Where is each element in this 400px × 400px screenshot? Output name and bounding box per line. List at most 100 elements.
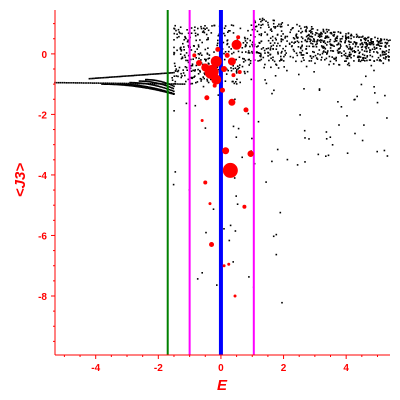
- small-data-point: [204, 28, 206, 30]
- small-data-point: [284, 54, 286, 56]
- small-data-point: [363, 54, 366, 57]
- small-data-point: [184, 36, 187, 39]
- small-data-point: [97, 82, 99, 84]
- small-data-point: [255, 25, 257, 28]
- small-data-point: [323, 40, 326, 42]
- small-data-point: [310, 35, 312, 38]
- small-data-point: [382, 54, 384, 56]
- small-data-point: [233, 82, 236, 85]
- small-data-point: [225, 73, 228, 75]
- small-data-point: [380, 38, 383, 41]
- small-data-point: [206, 38, 208, 41]
- small-data-point: [258, 52, 261, 54]
- small-data-point: [132, 85, 134, 87]
- small-data-point: [385, 46, 387, 48]
- small-data-point: [197, 53, 200, 55]
- small-data-point: [192, 58, 194, 60]
- small-data-point: [88, 77, 91, 80]
- small-data-point: [357, 46, 359, 48]
- small-data-point: [316, 39, 319, 41]
- small-data-point: [194, 35, 197, 37]
- small-data-point: [232, 51, 235, 54]
- small-data-point: [261, 17, 264, 20]
- small-data-point: [139, 82, 141, 84]
- small-data-point: [182, 72, 185, 74]
- small-data-point: [285, 52, 287, 54]
- small-data-point: [241, 47, 244, 49]
- small-data-point: [173, 75, 176, 77]
- small-data-point: [200, 78, 203, 81]
- small-data-point: [196, 278, 199, 280]
- small-data-point: [348, 62, 350, 64]
- small-data-point: [335, 59, 337, 62]
- small-data-point: [296, 23, 298, 26]
- large-data-point: [220, 87, 225, 93]
- small-data-point: [238, 66, 241, 69]
- small-data-point: [256, 46, 258, 48]
- small-data-point: [276, 148, 279, 151]
- small-data-point: [179, 48, 182, 50]
- small-data-point: [369, 54, 372, 57]
- small-data-point: [108, 82, 111, 85]
- small-data-point: [74, 82, 77, 84]
- small-data-point: [374, 92, 376, 94]
- small-data-point: [173, 32, 176, 35]
- large-data-point: [203, 180, 208, 185]
- small-data-point: [346, 152, 349, 154]
- small-data-point: [325, 138, 328, 140]
- small-data-point: [265, 20, 267, 22]
- small-data-point: [336, 49, 339, 52]
- small-data-point: [317, 35, 320, 38]
- small-data-point: [366, 55, 369, 57]
- small-data-point: [369, 49, 372, 51]
- small-data-point: [228, 46, 230, 48]
- small-data-point: [356, 95, 358, 98]
- small-data-point: [88, 82, 90, 84]
- small-data-point: [149, 79, 151, 81]
- small-data-point: [268, 26, 270, 28]
- small-data-point: [370, 41, 372, 44]
- small-data-point: [249, 39, 251, 42]
- small-data-point: [269, 42, 272, 44]
- small-data-point: [303, 26, 306, 28]
- small-data-point: [296, 164, 299, 166]
- small-data-point: [178, 83, 180, 85]
- small-data-point: [371, 42, 373, 45]
- small-data-point: [136, 85, 138, 88]
- small-data-point: [324, 51, 327, 53]
- small-data-point: [146, 73, 149, 76]
- small-data-point: [184, 74, 186, 77]
- small-data-point: [289, 31, 291, 34]
- small-data-point: [320, 41, 322, 43]
- small-data-point: [353, 41, 356, 43]
- small-data-point: [305, 48, 307, 50]
- small-data-point: [144, 87, 147, 89]
- small-data-point: [206, 80, 209, 82]
- small-data-point: [327, 50, 329, 52]
- small-data-point: [313, 40, 316, 43]
- small-data-point: [283, 66, 285, 68]
- small-data-point: [93, 82, 96, 84]
- small-data-point: [287, 24, 289, 26]
- small-data-point: [153, 84, 155, 86]
- small-data-point: [295, 60, 297, 63]
- small-data-point: [142, 85, 144, 87]
- small-data-point: [159, 72, 161, 75]
- small-data-point: [139, 86, 141, 88]
- small-data-point: [284, 37, 286, 39]
- small-data-point: [168, 72, 171, 74]
- small-data-point: [326, 36, 328, 39]
- small-data-point: [180, 46, 182, 49]
- small-data-point: [376, 40, 378, 42]
- small-data-point: [147, 80, 149, 83]
- small-data-point: [150, 82, 152, 85]
- small-data-point: [272, 19, 275, 22]
- small-data-point: [260, 58, 263, 61]
- small-data-point: [257, 60, 259, 62]
- small-data-point: [194, 26, 196, 28]
- large-data-point: [237, 70, 242, 75]
- small-data-point: [284, 49, 286, 52]
- small-data-point: [145, 73, 147, 76]
- small-data-point: [308, 30, 311, 32]
- small-data-point: [111, 83, 113, 86]
